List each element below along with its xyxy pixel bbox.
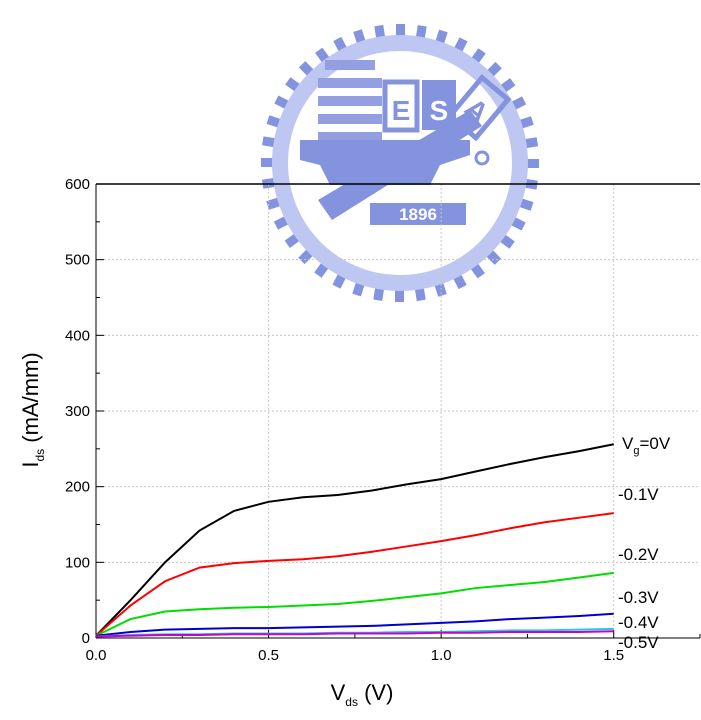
series-line-5 bbox=[95, 630, 614, 638]
y-tick-label: 0 bbox=[82, 630, 90, 647]
y-tick-label: 300 bbox=[65, 403, 90, 420]
x-tick-label: 1.5 bbox=[603, 647, 624, 664]
y-tick-label: 600 bbox=[65, 176, 90, 193]
series-lines bbox=[95, 443, 614, 638]
series-line-3 bbox=[95, 612, 614, 637]
series-label-1: -0.1V bbox=[618, 485, 659, 504]
emblem-bar bbox=[325, 60, 375, 70]
y-tick-label: 100 bbox=[65, 554, 90, 571]
tick-labels: 0.0 0.5 1.0 1.5 0 100 200 300 400 500 600 bbox=[65, 176, 624, 664]
emblem-bar bbox=[318, 78, 382, 88]
emblem-bar bbox=[318, 96, 382, 106]
university-emblem-watermark: E S A 1896 bbox=[261, 24, 539, 302]
emblem-hammer bbox=[318, 110, 482, 220]
emblem-year: 1896 bbox=[399, 205, 437, 224]
series-label-3: -0.3V bbox=[618, 588, 659, 607]
x-tick-label: 1.0 bbox=[431, 647, 452, 664]
series-line-0 bbox=[95, 443, 614, 637]
x-tick-label: 0.5 bbox=[258, 647, 279, 664]
x-axis-title: Vds (V) bbox=[331, 680, 394, 709]
emblem-bar bbox=[318, 114, 382, 124]
y-axis-title: Ids (mA/mm) bbox=[18, 352, 47, 467]
y-tick-label: 200 bbox=[65, 479, 90, 496]
series-line-1 bbox=[95, 512, 614, 637]
emblem-tooth bbox=[396, 24, 405, 40]
x-tick-label: 0.0 bbox=[86, 647, 107, 664]
series-label-2: -0.2V bbox=[618, 545, 659, 564]
y-tick-label: 500 bbox=[65, 252, 90, 269]
emblem-letter-e: E bbox=[392, 95, 411, 126]
series-line-2 bbox=[95, 571, 614, 637]
series-label-0: Vg=0V bbox=[622, 434, 671, 457]
y-tick-label: 400 bbox=[65, 327, 90, 344]
series-label-4: -0.4V bbox=[618, 613, 659, 632]
emblem-letter-s: S bbox=[430, 95, 449, 126]
emblem-tooth bbox=[395, 286, 404, 302]
series-label-5: -0.5V bbox=[618, 633, 659, 652]
emblem-bar bbox=[318, 132, 382, 142]
emblem-box-e bbox=[382, 79, 420, 133]
series-labels: Vg=0V -0.1V -0.2V -0.3V -0.4V-0.5V bbox=[618, 434, 671, 652]
emblem-year-plate bbox=[370, 203, 466, 225]
emblem-ring bbox=[474, 150, 490, 166]
